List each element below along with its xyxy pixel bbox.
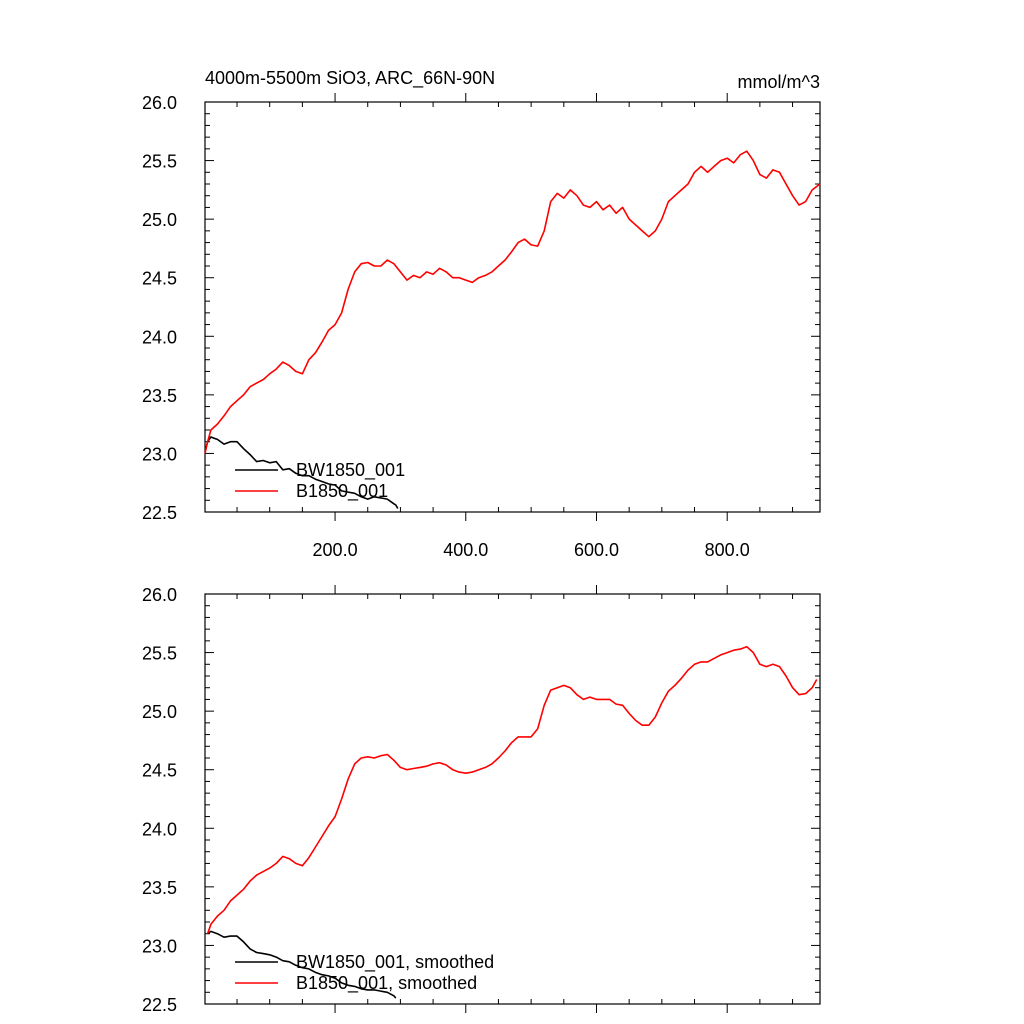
x-tick-label: 600.0: [574, 540, 619, 560]
units-label: mmol/m^3: [738, 72, 820, 92]
y-tick-label: 26.0: [142, 93, 177, 113]
y-tick-label: 23.0: [142, 444, 177, 464]
legend-label: BW1850_001: [296, 460, 405, 481]
chart-title: 4000m-5500m SiO3, ARC_66N-90N: [205, 68, 495, 89]
y-tick-label: 23.5: [142, 878, 177, 898]
x-tick-label: 800.0: [705, 540, 750, 560]
top-panel: 4000m-5500m SiO3, ARC_66N-90N mmol/m^3 2…: [142, 68, 821, 560]
y-tick-label: 24.0: [142, 327, 177, 347]
bottom-panel: 22.5 23.0 23.5 24.0 24.5 25.0 25.5 26.0 BW1850_…: [142, 585, 821, 1015]
y-tick-label: 25.5: [142, 644, 177, 664]
series-line: [204, 436, 399, 509]
y-tick-label: 23.5: [142, 386, 177, 406]
legend-label: B1850_001: [296, 481, 388, 502]
y-tick-label: 25.0: [142, 210, 177, 230]
x-tick-label: 400.0: [443, 540, 488, 560]
y-tick-label: 26.0: [142, 585, 177, 605]
y-tick-label: 24.0: [142, 819, 177, 839]
legend-label: B1850_001, smoothed: [296, 973, 477, 994]
y-tick-label: 22.5: [142, 503, 177, 523]
y-tick-label: 25.0: [142, 702, 177, 722]
y-tick-label: 25.5: [142, 152, 177, 172]
series-line: [207, 930, 397, 999]
y-tick-label: 24.5: [142, 269, 177, 289]
plot-frame: [204, 101, 821, 513]
y-tick-label: 24.5: [142, 761, 177, 781]
plot-frame: [204, 593, 821, 1005]
series-line: [204, 150, 821, 454]
y-tick-label: 22.5: [142, 995, 177, 1015]
legend-label: BW1850_001, smoothed: [296, 952, 494, 973]
y-tick-label: 23.0: [142, 936, 177, 956]
series-line: [206, 645, 818, 934]
x-tick-label: 200.0: [313, 540, 358, 560]
